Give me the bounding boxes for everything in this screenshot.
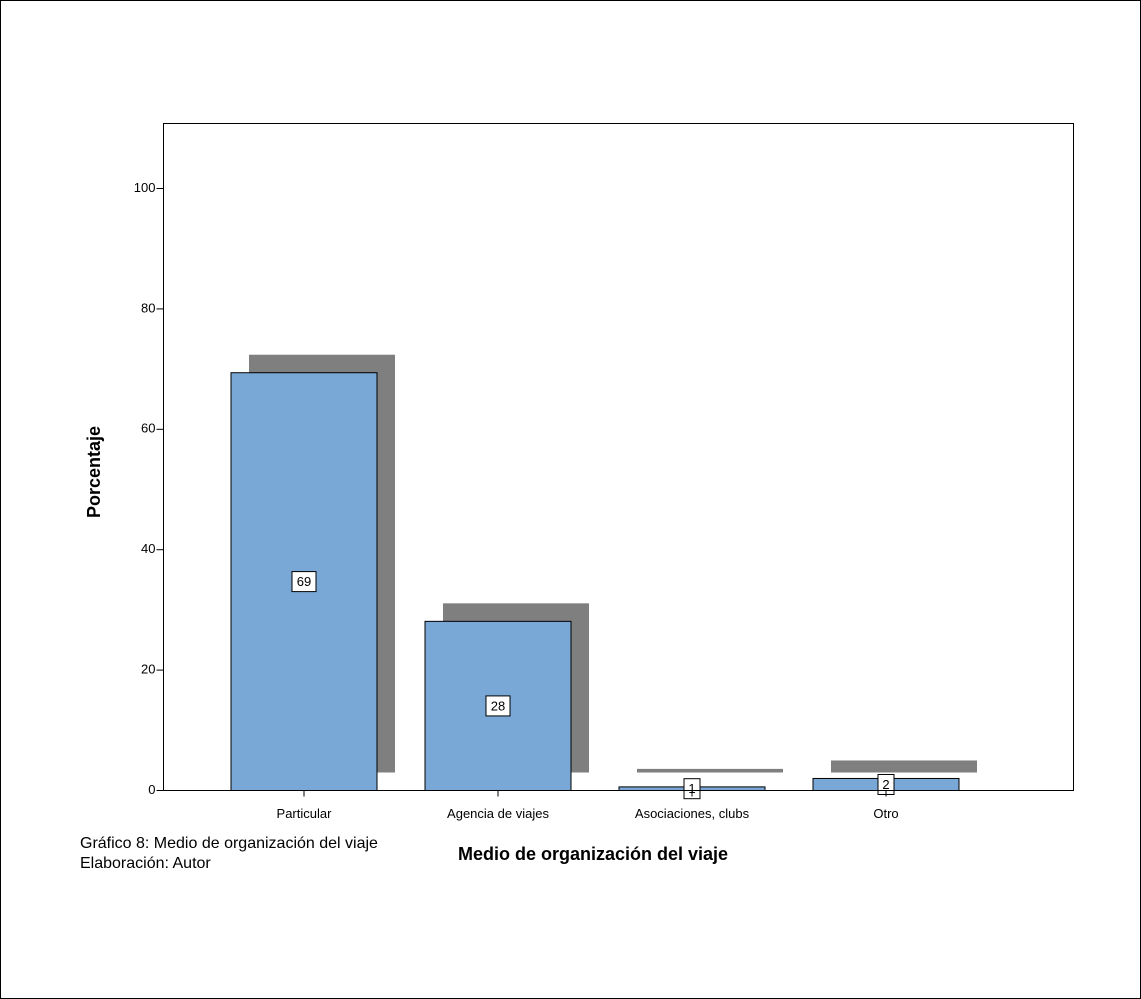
y-tick-label: 40	[141, 541, 155, 556]
caption-line: Elaboración: Autor	[80, 855, 211, 872]
y-tick-label: 100	[134, 180, 156, 195]
x-tick-label: Otro	[873, 806, 898, 821]
y-tick-label: 0	[148, 782, 155, 797]
y-axis-title: Porcentaje	[84, 426, 104, 518]
y-tick-label: 20	[141, 662, 155, 677]
data-label-box	[485, 695, 511, 717]
x-tick-label: Agencia de viajes	[447, 806, 549, 821]
data-label-box	[291, 571, 317, 593]
bar-shadow	[637, 768, 783, 773]
y-tick-label: 80	[141, 300, 155, 315]
data-label: 2	[882, 777, 889, 792]
x-tick-label: Particular	[277, 806, 333, 821]
data-label: 28	[491, 698, 505, 713]
x-axis-title: Medio de organización del viaje	[458, 844, 728, 864]
caption-line: Gráfico 8: Medio de organización del via…	[80, 835, 378, 852]
data-label: 69	[297, 574, 311, 589]
bar-shadow	[831, 760, 977, 773]
x-tick-label: Asociaciones, clubs	[635, 806, 750, 821]
data-label: 1	[688, 781, 695, 796]
y-tick-label: 60	[141, 421, 155, 436]
data-label-box	[683, 778, 701, 800]
